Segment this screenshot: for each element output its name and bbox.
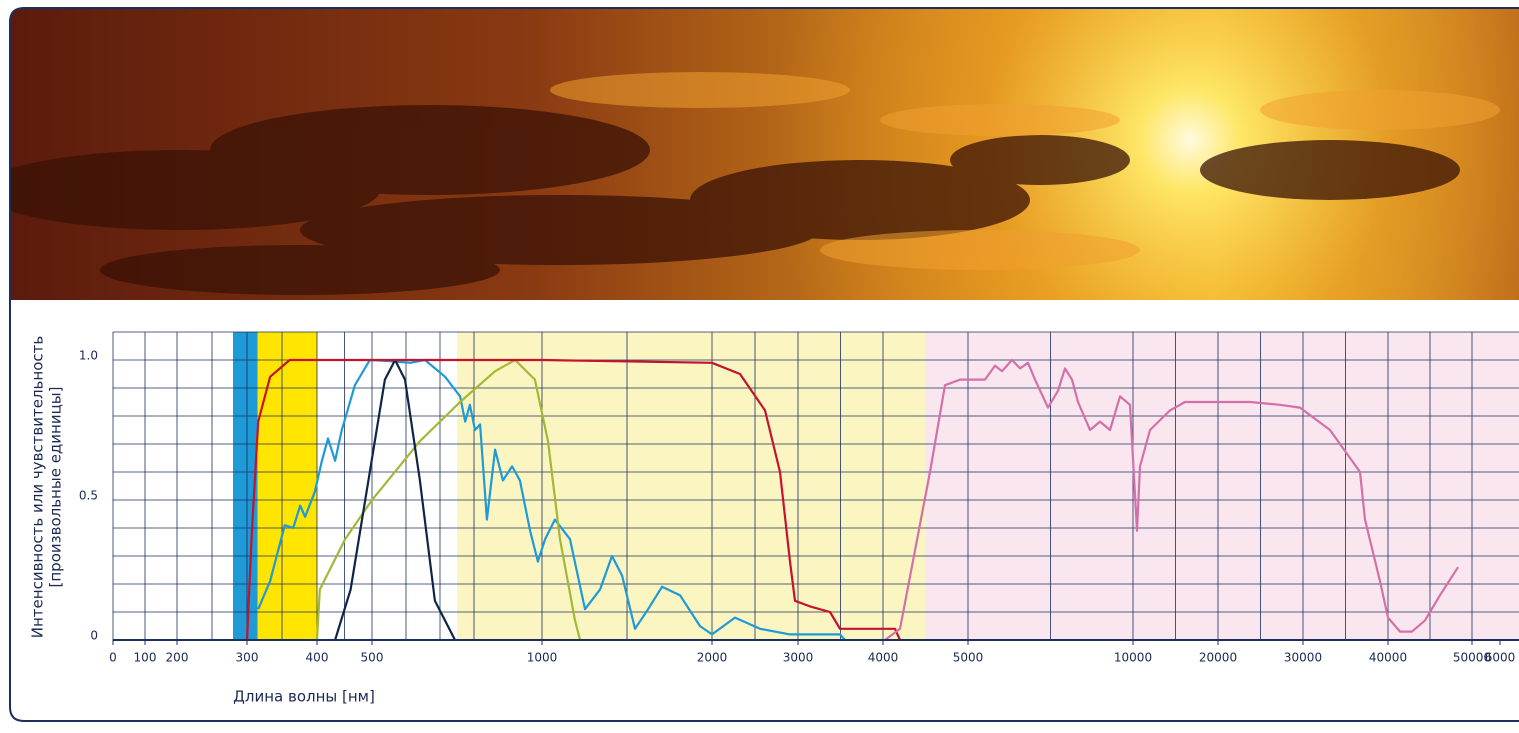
x-tick-label: 200 xyxy=(166,651,189,665)
x-tick-label: 300 xyxy=(236,651,259,665)
page: 0 100 200 300 400 500 1000 2000 3000 4000 5000 1000… xyxy=(0,0,1519,729)
y-tick-label: 1.0 xyxy=(79,349,98,363)
x-tick-label: 4000 xyxy=(868,651,899,665)
x-tick-label: 5000 xyxy=(953,651,984,665)
x-axis-title: Длина волны [нм] xyxy=(233,688,375,706)
x-tick-label: 1000 xyxy=(527,651,558,665)
x-tick-label: 10000 xyxy=(1114,651,1152,665)
spectral-band xyxy=(258,332,318,640)
x-tick-label: 100 xyxy=(134,651,157,665)
y-tick-label: 0 xyxy=(90,629,98,643)
spectral-band xyxy=(457,332,926,640)
y-axis-title: [произвольные единицы] xyxy=(47,387,65,588)
x-tick-label: 400 xyxy=(306,651,329,665)
x-tick-label: 40000 xyxy=(1369,651,1407,665)
x-tick-label: 3000 xyxy=(783,651,814,665)
x-tick-label: 20000 xyxy=(1199,651,1237,665)
x-tick-label: 30000 xyxy=(1284,651,1322,665)
header-photo xyxy=(0,0,1519,300)
x-tick-label: 500 xyxy=(361,651,384,665)
x-tick-label: 6000 xyxy=(1485,651,1516,665)
x-tick-label: 2000 xyxy=(697,651,728,665)
x-tick-label: 0 xyxy=(109,651,117,665)
y-tick-label: 0.5 xyxy=(79,489,98,503)
y-axis-title: Интенсивность или чувствительность xyxy=(29,336,47,638)
